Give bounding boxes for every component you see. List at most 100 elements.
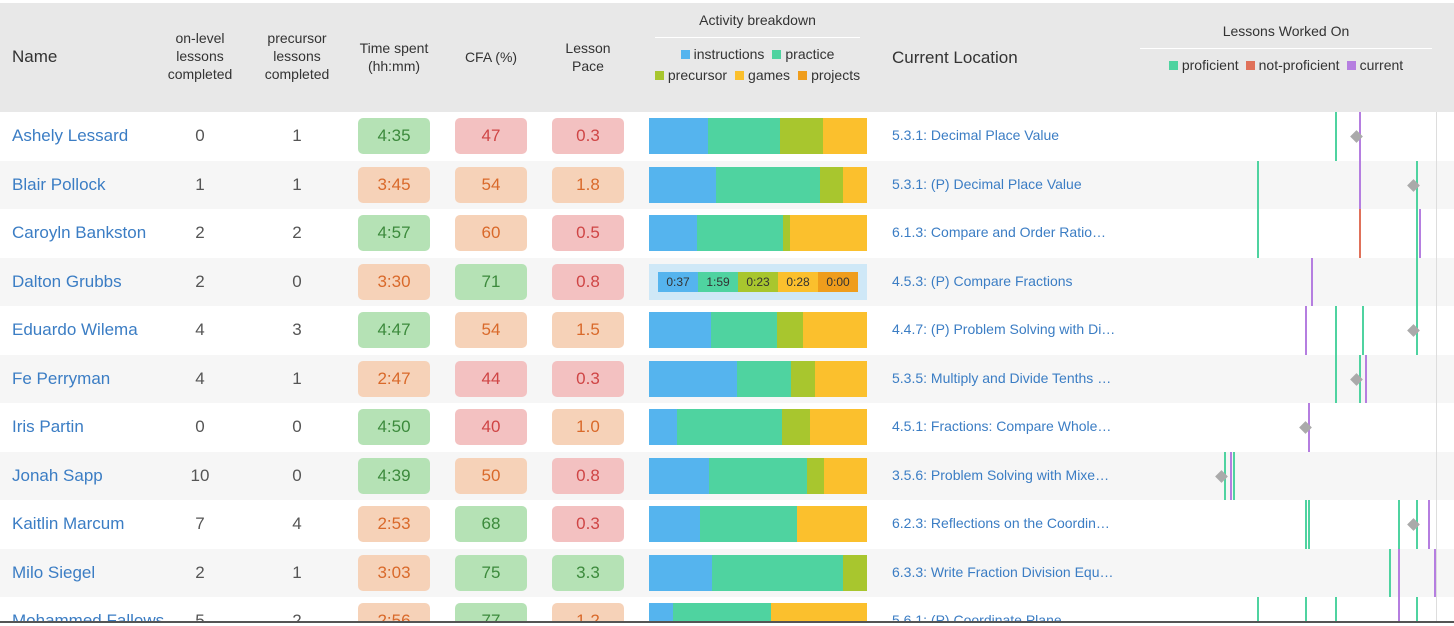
activity-segment xyxy=(649,166,716,203)
activity-segment xyxy=(843,554,867,591)
onlevel: 0 xyxy=(195,126,205,146)
lesson-marker xyxy=(1230,451,1232,500)
legend-label: instructions xyxy=(693,46,765,62)
activity-segment xyxy=(707,118,780,155)
current-location[interactable]: 5.3.5: Multiply and Divide Tenths … xyxy=(892,369,1112,386)
activity-segment xyxy=(649,603,673,626)
activity-segment xyxy=(649,118,708,155)
activity-bar xyxy=(649,215,867,252)
activity-segment xyxy=(771,603,867,626)
student-name[interactable]: Jonah Sapp xyxy=(12,465,103,485)
precursor: 2 xyxy=(292,611,302,626)
time-pill: 4:39 xyxy=(358,457,430,494)
time-pill: 4:47 xyxy=(358,312,430,349)
lesson-marker xyxy=(1416,209,1418,258)
onlevel: 2 xyxy=(195,562,205,582)
activity-label: 0:00 xyxy=(818,271,858,292)
lesson-marker xyxy=(1305,306,1307,355)
time-pill: 3:30 xyxy=(358,263,430,300)
current-location[interactable]: 4.5.1: Fractions: Compare Whole… xyxy=(892,418,1112,435)
cfa-pill: 60 xyxy=(455,215,527,252)
activity-segment xyxy=(711,554,844,591)
activity-segment xyxy=(710,312,777,349)
legend-label: not-proficient xyxy=(1258,57,1340,73)
activity-legend: instructions practice precursor games projec… xyxy=(650,45,865,84)
current-location[interactable]: 5.3.1: Decimal Place Value xyxy=(892,127,1060,144)
activity-segment xyxy=(806,457,824,494)
activity-bar: 0:37 1:59 0:23 0:28 0:00 xyxy=(649,263,867,300)
lesson-marker xyxy=(1257,209,1259,258)
pace-pill: 3.3 xyxy=(552,554,624,591)
legend-item: not-proficient xyxy=(1245,56,1340,74)
current-location[interactable]: 6.3.3: Write Fraction Division Equ… xyxy=(892,563,1114,580)
header-time: Time spent (hh:mm) xyxy=(359,40,429,74)
bottom-edge xyxy=(0,621,1454,626)
activity-bar xyxy=(649,457,867,494)
current-location[interactable]: 6.2.3: Reflections on the Coordin… xyxy=(892,515,1110,532)
student-name[interactable]: Dalton Grubbs xyxy=(12,271,122,291)
lesson-marker xyxy=(1398,597,1400,626)
cfa-pill: 71 xyxy=(455,263,527,300)
legend-swatch xyxy=(798,70,808,80)
legend-swatch xyxy=(1168,60,1178,70)
student-name[interactable]: Fe Perryman xyxy=(12,368,111,388)
lesson-marker xyxy=(1365,354,1367,403)
divider xyxy=(1140,48,1432,49)
current-location[interactable]: 4.4.7: (P) Problem Solving with Di… xyxy=(892,321,1116,338)
pace-pill: 0.8 xyxy=(552,263,624,300)
current-location[interactable]: 3.5.6: Problem Solving with Mixe… xyxy=(892,466,1110,483)
onlevel: 5 xyxy=(195,611,205,626)
student-name[interactable]: Kaitlin Marcum xyxy=(12,514,125,534)
activity-segment xyxy=(781,409,811,446)
lesson-marker xyxy=(1305,500,1307,549)
student-name[interactable]: Iris Partin xyxy=(12,417,84,437)
header-precursor: precursor lessons completed xyxy=(264,30,330,82)
activity-bar xyxy=(649,506,867,543)
current-location[interactable]: 5.3.1: (P) Decimal Place Value xyxy=(892,175,1082,192)
activity-segment xyxy=(823,118,867,155)
student-name[interactable]: Caroyln Bankston xyxy=(12,223,147,243)
onlevel: 10 xyxy=(190,465,210,485)
onlevel: 7 xyxy=(195,514,205,534)
activity-segment xyxy=(776,312,804,349)
legend-label: precursor xyxy=(667,67,728,83)
lesson-marker xyxy=(1416,597,1418,626)
legend-label: games xyxy=(748,67,791,83)
legend-item: games xyxy=(735,66,790,84)
legend-swatch xyxy=(1346,60,1356,70)
student-name[interactable]: Milo Siegel xyxy=(12,562,96,582)
precursor: 1 xyxy=(292,174,302,194)
activity-segment xyxy=(815,360,867,397)
current-location[interactable]: 4.5.3: (P) Compare Fractions xyxy=(892,272,1073,289)
student-name[interactable]: Ashely Lessard xyxy=(12,126,129,146)
activity-bar xyxy=(649,118,867,155)
activity-segment xyxy=(649,409,678,446)
activity-title: Activity breakdown xyxy=(699,12,816,28)
precursor: 2 xyxy=(292,223,302,243)
precursor: 0 xyxy=(292,271,302,291)
legend-item: instructions xyxy=(680,45,765,63)
time-pill: 4:50 xyxy=(358,409,430,446)
activity-bar xyxy=(649,554,867,591)
activity-segment xyxy=(699,506,797,543)
student-name[interactable]: Blair Pollock xyxy=(12,174,106,194)
time-pill: 2:53 xyxy=(358,506,430,543)
activity-bar xyxy=(649,360,867,397)
lesson-marker xyxy=(1398,500,1400,549)
student-name[interactable]: Eduardo Wilema xyxy=(12,320,138,340)
cfa-pill: 54 xyxy=(455,312,527,349)
pace-pill: 0.3 xyxy=(552,506,624,543)
lessons-legend: proficient not-proficient current xyxy=(1140,56,1432,74)
activity-bar xyxy=(649,166,867,203)
cfa-pill: 75 xyxy=(455,554,527,591)
lesson-marker xyxy=(1257,597,1259,626)
lesson-marker xyxy=(1257,160,1259,209)
activity-segment xyxy=(810,409,867,446)
cfa-pill: 44 xyxy=(455,360,527,397)
activity-segment xyxy=(649,506,700,543)
lesson-marker xyxy=(1359,160,1361,209)
current-location[interactable]: 6.1.3: Compare and Order Ratio… xyxy=(892,224,1106,241)
header-pace: Lesson Pace xyxy=(565,40,611,74)
precursor: 0 xyxy=(292,465,302,485)
time-pill: 4:57 xyxy=(358,215,430,252)
